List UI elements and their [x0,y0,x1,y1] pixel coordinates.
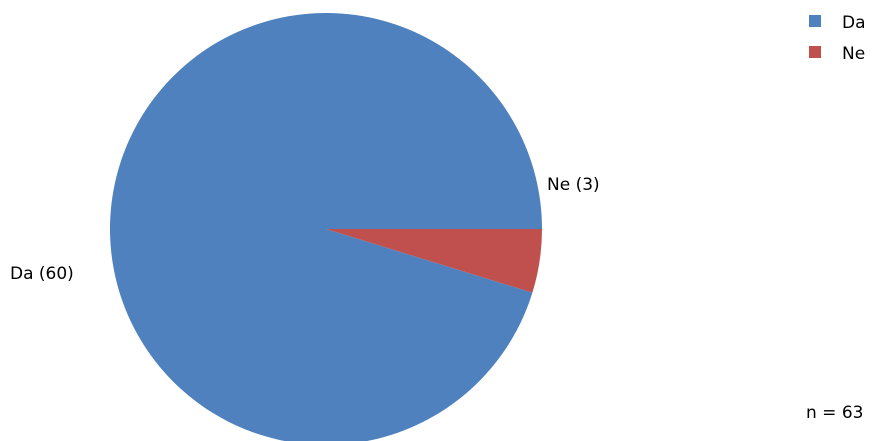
legend-swatch-da [809,15,821,27]
legend-swatch-ne [809,46,821,58]
slice-label-da: Da (60) [10,264,74,284]
sample-size-note: n = 63 [806,403,863,423]
pie-slice-ne [326,229,542,293]
legend-label-ne: Ne [842,44,865,64]
slice-label-ne: Ne (3) [547,175,600,195]
legend-label-da: Da [842,13,866,33]
pie-slices [110,13,542,441]
legend: Da Ne [809,13,866,64]
pie-slice-da [110,13,542,441]
